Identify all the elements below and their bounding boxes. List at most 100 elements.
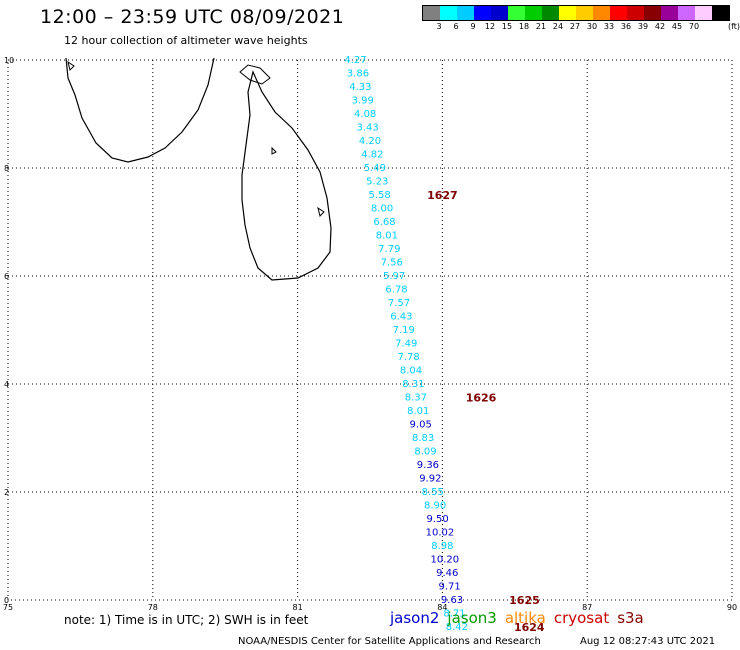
color-legend-label: 33 — [603, 22, 615, 31]
india-small-islands — [67, 60, 325, 217]
wave-height-value: 5.97 — [383, 271, 405, 282]
satellite-legend: jason2 jason3 altika cryosat s3a — [390, 609, 652, 627]
color-swatch — [440, 6, 457, 20]
wave-height-value: 8.42 — [446, 622, 468, 633]
wave-height-value: 5.58 — [369, 190, 391, 201]
color-swatch — [491, 6, 508, 20]
color-legend-label: 45 — [671, 22, 683, 31]
wave-height-value: 3.99 — [352, 96, 374, 107]
y-tick-label: 4 — [4, 380, 9, 389]
color-legend-label: 6 — [453, 22, 459, 31]
wave-height-value: 8.55 — [422, 487, 444, 498]
wave-height-value: 7.79 — [378, 244, 400, 255]
color-legend-label: 24 — [552, 22, 564, 31]
color-legend-label: 12 — [484, 22, 496, 31]
wave-height-value: 9.46 — [436, 568, 458, 579]
wave-height-value: 8.09 — [414, 447, 436, 458]
wave-height-value: 3.43 — [356, 123, 378, 134]
color-legend-label: 9 — [470, 22, 476, 31]
wave-height-value: 5.23 — [366, 177, 388, 188]
wave-height-value: 4.82 — [361, 150, 383, 161]
wave-height-value: 8.01 — [407, 406, 429, 417]
generation-timestamp: Aug 12 08:27:43 UTC 2021 — [580, 636, 716, 647]
x-tick-label: 90 — [727, 603, 737, 612]
wave-height-value: 4.27 — [344, 55, 366, 66]
satellite-track-wave-heights: 4.27 3.86 4.33 3.99 4.08 3.43 4.20 4.82 5.49 5.23… — [344, 55, 468, 633]
color-legend-bar — [422, 5, 730, 21]
wave-height-value: 7.78 — [397, 352, 419, 363]
track-time-label: 1627 — [427, 189, 458, 202]
color-swatch — [661, 6, 678, 20]
page-subtitle: 12 hour collection of altimeter wave hei… — [64, 34, 308, 47]
wave-height-value: 7.19 — [393, 325, 415, 336]
x-tick-label: 75 — [3, 603, 13, 612]
x-tick-label: 84 — [437, 603, 447, 612]
jaffna-peninsula — [239, 64, 271, 85]
india-coastline — [65, 57, 215, 163]
color-swatch — [678, 6, 695, 20]
track-time-label: 1625 — [509, 594, 540, 607]
color-legend-label: 30 — [586, 22, 598, 31]
y-tick-label: 2 — [4, 488, 9, 497]
wave-height-value: 5.49 — [364, 163, 386, 174]
color-legend-label: 39 — [637, 22, 649, 31]
color-swatch — [423, 6, 440, 20]
y-tick-label: 8 — [4, 164, 9, 173]
satellite-name: cryosat — [553, 609, 610, 627]
wave-height-value: 7.57 — [388, 298, 410, 309]
map-axes: 75 78 81 84 87 90 0 2 4 6 8 10 — [3, 56, 737, 612]
color-swatch — [542, 6, 559, 20]
wave-height-value: 9.36 — [417, 460, 439, 471]
wave-height-value: 8.04 — [400, 366, 422, 377]
wave-height-value: 8.01 — [376, 231, 398, 242]
color-legend-label: 70 — [688, 22, 700, 31]
color-swatch — [457, 6, 474, 20]
x-tick-label: 81 — [293, 603, 303, 612]
wave-height-value: 9.92 — [419, 474, 441, 485]
wave-height-value: 8.90 — [424, 501, 446, 512]
wave-height-value: 3.86 — [347, 69, 369, 80]
color-swatch — [695, 6, 712, 20]
wave-height-value: 8.98 — [431, 541, 453, 552]
color-legend-label: 18 — [518, 22, 530, 31]
x-tick-label: 78 — [148, 603, 158, 612]
color-swatch — [576, 6, 593, 20]
color-legend-label: 15 — [501, 22, 513, 31]
color-swatch — [508, 6, 525, 20]
wave-height-value: 9.05 — [410, 420, 432, 431]
y-tick-label: 0 — [4, 596, 9, 605]
color-legend-labels: 3 6 9 12 15 18 21 24 27 30 33 36 39 42 45 70 — [422, 22, 740, 32]
track-time-label: 1624 — [514, 621, 545, 634]
wave-height-value: 9.50 — [426, 514, 448, 525]
wave-height-value: 9.71 — [439, 582, 461, 593]
sri-lanka-coastline — [241, 70, 332, 281]
color-swatch — [525, 6, 542, 20]
color-swatch — [593, 6, 610, 20]
color-swatch — [712, 6, 729, 20]
color-legend-label: 21 — [535, 22, 547, 31]
data-credit: NOAA/NESDIS Center for Satellite Applica… — [238, 636, 541, 647]
wave-height-value: 8.37 — [405, 393, 427, 404]
color-legend-label: 42 — [654, 22, 666, 31]
wave-height-value: 10.02 — [426, 528, 455, 539]
x-tick-label: 87 — [582, 603, 592, 612]
color-legend-label: 27 — [569, 22, 581, 31]
wave-height-value: 8.00 — [371, 204, 393, 215]
track-time-labels: 1627 1626 1625 1624 — [427, 189, 545, 634]
color-swatch — [474, 6, 491, 20]
wave-height-value: 4.33 — [349, 82, 371, 93]
footnote: note: 1) Time is in UTC; 2) SWH is in fe… — [64, 613, 309, 627]
page-title: 12:00 – 23:59 UTC 08/09/2021 — [40, 6, 345, 28]
color-legend-unit: (ft) — [728, 22, 740, 31]
sri-lanka-and-india-land — [65, 57, 332, 281]
color-legend-label: 36 — [620, 22, 632, 31]
color-legend-label: 3 — [436, 22, 442, 31]
wave-height-value: 8.31 — [402, 379, 424, 390]
color-swatch — [559, 6, 576, 20]
satellite-name: s3a — [617, 609, 644, 627]
y-tick-label: 6 — [4, 272, 9, 281]
wave-height-value: 8.83 — [412, 433, 434, 444]
wave-height-value: 10.20 — [430, 555, 459, 566]
wave-height-value: 9.63 — [441, 595, 463, 606]
